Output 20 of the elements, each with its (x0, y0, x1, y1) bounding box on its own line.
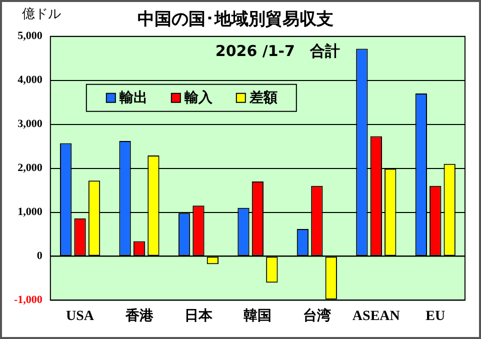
chart-subtitle: 2026 /1-7 合計 (215, 42, 340, 60)
legend-label: 輸出 (118, 90, 148, 106)
y-axis-title: 億ドル (22, 6, 61, 22)
y-tick-label: 2,000 (18, 162, 43, 174)
y-tick-label: 0 (36, 250, 43, 262)
y-tick-label: -1,000 (14, 294, 43, 306)
x-tick-label: EU (426, 309, 446, 324)
legend-label: 差額 (248, 89, 278, 106)
y-tick-label: 4,000 (18, 74, 43, 86)
x-tick-label: USA (66, 309, 95, 324)
x-tick-label: 韓国 (244, 308, 272, 324)
y-tick-label: 3,000 (18, 118, 43, 130)
legend-label: 輸入 (183, 90, 214, 106)
x-tick-label: ASEAN (352, 309, 400, 324)
chart-title: 中国の国･地域別貿易収支 (138, 10, 334, 30)
x-tick-label: 日本 (184, 308, 214, 324)
x-tick-label: 香港 (124, 308, 154, 324)
x-tick-label: 台湾 (302, 307, 331, 324)
y-tick-label: 1,000 (18, 206, 43, 218)
y-tick-label: 5,000 (18, 30, 43, 42)
